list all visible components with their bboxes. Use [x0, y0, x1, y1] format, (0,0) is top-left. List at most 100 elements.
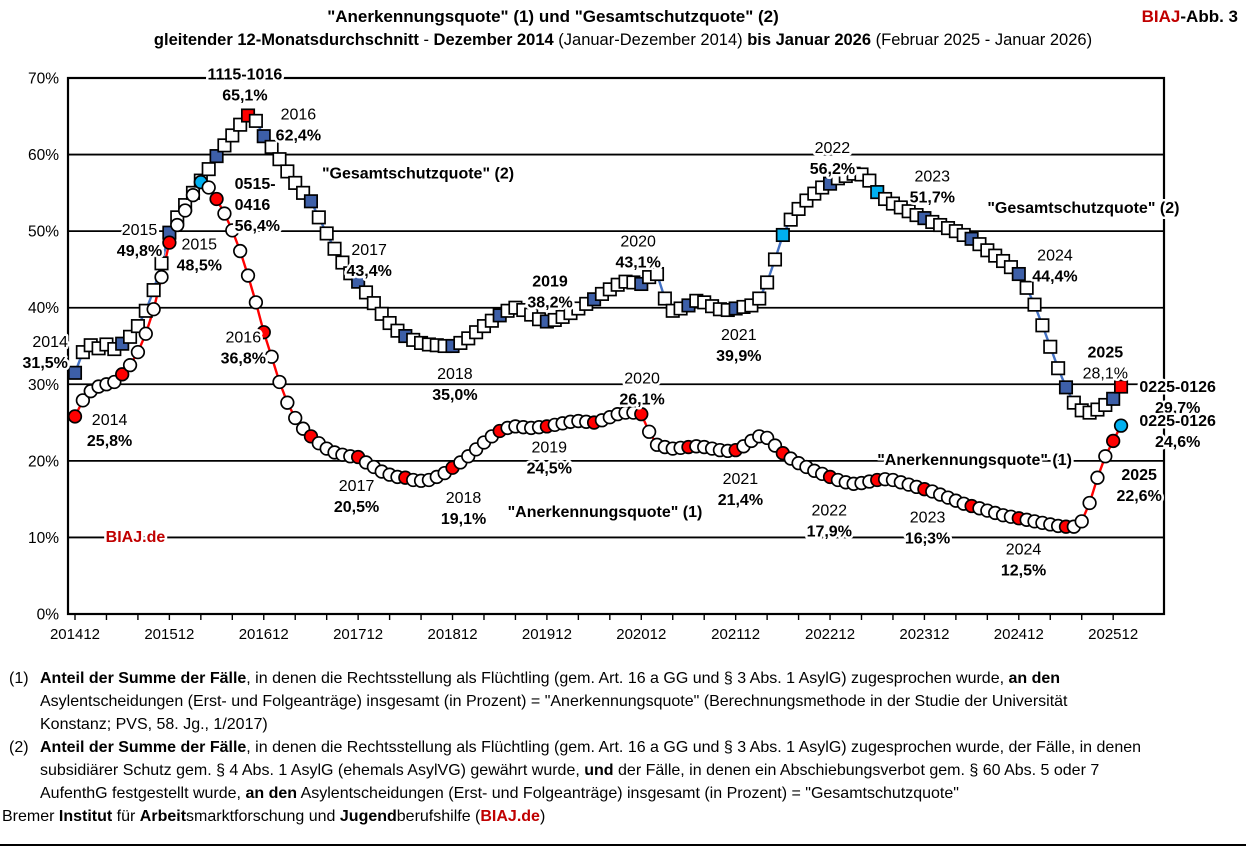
chart-annotation: 2017 20,5% [334, 478, 379, 516]
chart-annotation: "Anerkennungsquote" (1) [508, 504, 703, 521]
chart-annotation-line: 2015 [181, 237, 217, 254]
chart-annotation-line: 12,5% [1001, 562, 1046, 579]
anerkennungsquote-marker [170, 217, 185, 233]
chart-annotation: 2020 43,1% [615, 234, 660, 272]
chart-annotation: 2019 38,2% [527, 273, 572, 311]
chart-annotation: 0515- 0416 56,4% [235, 176, 280, 235]
chart-annotation-line: 21,4% [718, 492, 763, 509]
y-axis-label-60%: 60% [28, 147, 59, 164]
chart-annotation-line: 2017 [339, 478, 375, 495]
gesamtschutzquote-marker [123, 329, 138, 344]
anerkennungsquote-marker [201, 180, 216, 195]
anerkennungsquote-marker [1090, 470, 1105, 485]
footnote-segment: und [584, 762, 614, 779]
subtitle-segment: (Januar-Dezember 2014) [558, 31, 748, 49]
y-axis-label-40%: 40% [28, 300, 59, 317]
chart-annotation-line: 2019 [531, 440, 567, 457]
footnote-segment: an den [245, 785, 298, 802]
chart-annotation-line: 2024 [1006, 541, 1042, 558]
y-axis-label-70%: 70% [28, 71, 59, 88]
chart-annotation-line: BIAJ.de [106, 529, 166, 546]
chart-annotation-line: 0225-0126 [1139, 413, 1216, 430]
chart-annotation-line: 2025 [1088, 345, 1124, 362]
chart-annotation-line: 19,1% [441, 511, 486, 528]
plot-frame [66, 76, 1166, 616]
chart-annotation-line: 2022 [815, 140, 851, 157]
chart-annotation: 2022 56,2% [810, 140, 855, 178]
anerkennungsquote-marker [280, 395, 295, 410]
gesamtschutzquote-marker [1113, 379, 1129, 394]
figure-ref-segment: -Abb. 3 [1180, 7, 1238, 26]
gesamtschutzquote-marker [272, 152, 287, 167]
anerkennungsquote-marker [225, 223, 240, 238]
subtitle-segment: Dezember 2014 [433, 31, 559, 49]
gesamtschutzquote-marker [1011, 266, 1026, 282]
footnote-segment: subsidiärer Schutz gem. § 4 Abs. 1 AsylG… [40, 762, 585, 779]
subtitle-segment: bis Januar 2026 [747, 31, 876, 49]
credit-segment: ) [539, 808, 546, 825]
chart-annotation-line: 62,4% [276, 127, 321, 144]
gesamtschutzquote-marker [225, 128, 240, 143]
anerkennungsquote-marker [177, 203, 193, 218]
x-axis-label-201612: 201612 [239, 626, 289, 643]
chart-annotation: "Gesamtschutzquote" (2) [987, 200, 1179, 217]
gesamtschutzquote-marker [327, 241, 342, 256]
gesamtschutzquote-marker [657, 291, 672, 306]
anerkennungsquote-marker [272, 374, 287, 390]
chart-annotation: 2018 35,0% [432, 366, 477, 404]
anerkennungsquote-marker [154, 269, 169, 285]
anerkennungsquote-marker [122, 357, 138, 373]
chart-annotation-line: 65,1% [222, 88, 267, 105]
chart-annotation: 0225-0126 24,6% [1139, 413, 1216, 451]
anerkennungsquote-marker [115, 367, 130, 382]
figure-ref-segment: BIAJ [1141, 7, 1181, 26]
gesamtschutzquote-marker [775, 227, 790, 243]
chart-annotation: 2024 12,5% [1001, 541, 1046, 579]
footnote-segment: AufenthG festgestellt wurde, [40, 785, 246, 802]
line-chart: 0%10%20%30%40%50%60%70%201412 201512 20161… [20, 64, 1218, 643]
chart-annotation: 2025 28,1% [1083, 345, 1128, 383]
footnote-marker: (1) [9, 670, 29, 687]
bottom-rule [0, 844, 1246, 846]
credit-segment: Institut [58, 808, 113, 825]
anerkennungsquote-marker [641, 424, 657, 439]
gesamtschutzquote-marker [1019, 280, 1034, 295]
chart-annotation-line: 0416 [235, 197, 271, 214]
gesamtschutzquote-marker [649, 266, 665, 282]
title-row: "Anerkennungsquote" (1) und "Gesamtschut… [0, 7, 1246, 27]
credit-line: Bremer Institut für Arbeitsmarktforschun… [0, 805, 1246, 828]
subtitle-segment: - [418, 31, 434, 49]
y-axis-label-50%: 50% [28, 224, 59, 241]
x-axis-label-201412: 201412 [50, 626, 100, 643]
chart-annotation-line: 2014 [92, 412, 128, 429]
chart-annotation-line: 2016 [226, 329, 262, 346]
gesamtschutzquote-marker [1106, 391, 1121, 406]
x-axis-label-202412: 202412 [994, 626, 1044, 643]
footnote-(2)-line-1: (2) Anteil der Summe der Fälle, in denen … [0, 736, 1246, 759]
gesamtschutzquote-marker [1058, 380, 1074, 395]
chart-annotation-line: 2018 [446, 490, 482, 507]
chart-area: 0% 10% 20% 30% 40% 50% 60% 70% 201412 201512 20161… [0, 52, 1246, 657]
anerkennungsquote-marker [233, 243, 248, 259]
anerkennungsquote-marker [634, 406, 649, 422]
chart-annotation-line: 56,4% [235, 218, 280, 235]
footnote-segment: Anteil der Summe der Fälle [40, 739, 247, 756]
gesamtschutzquote-marker [783, 212, 798, 227]
gesamtschutzquote-marker [209, 149, 224, 164]
chart-annotation-line: 2014 [32, 334, 68, 351]
chart-annotation: 0225-0126 29,7% [1139, 379, 1216, 417]
chart-annotation: 2018 19,1% [441, 490, 486, 528]
chart-annotation-line: 24,6% [1155, 434, 1200, 451]
gesamtschutzquote-marker [319, 226, 334, 241]
chart-annotation-line: 2023 [914, 169, 950, 186]
chart-annotation: 2023 51,7% [910, 169, 955, 207]
anerkennungsquote-marker [1113, 418, 1129, 433]
chart-annotation-line: 35,0% [432, 387, 477, 404]
x-axis-label-201512: 201512 [144, 626, 194, 643]
subtitle-segment: gleitender 12-Monatsdurchschnitt [153, 31, 419, 49]
anerkennungsquote-marker [67, 409, 83, 424]
chart-annotation-line: 31,5% [23, 355, 68, 372]
credit-segment: smarktforschung und [186, 808, 340, 825]
gesamtschutzquote-marker [280, 164, 295, 179]
